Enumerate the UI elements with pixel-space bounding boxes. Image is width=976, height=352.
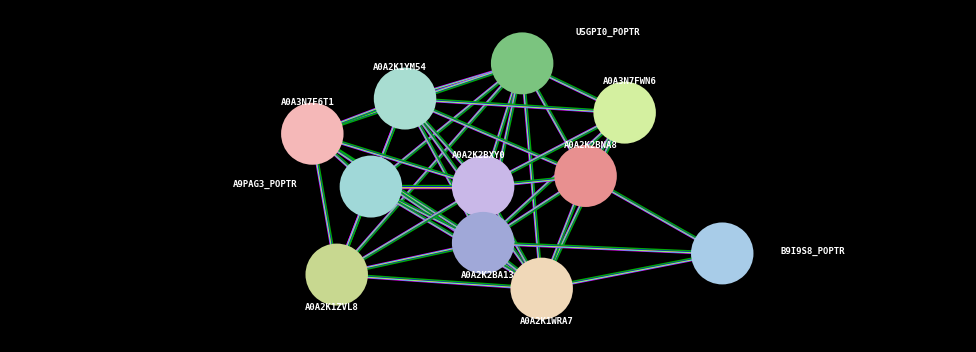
Text: A0A3N7F6T1: A0A3N7F6T1 — [280, 98, 335, 107]
Text: A0A2K1ZVL8: A0A2K1ZVL8 — [305, 303, 359, 312]
Ellipse shape — [281, 103, 344, 165]
Ellipse shape — [510, 258, 573, 320]
Text: A0A2K2BA13: A0A2K2BA13 — [461, 271, 515, 280]
Text: U5GPI0_POPTR: U5GPI0_POPTR — [576, 28, 640, 37]
Ellipse shape — [374, 68, 436, 130]
Ellipse shape — [340, 156, 402, 218]
Text: A0A2K2BXY0: A0A2K2BXY0 — [451, 151, 506, 160]
Text: B9I9S8_POPTR: B9I9S8_POPTR — [781, 247, 845, 256]
Ellipse shape — [305, 244, 368, 306]
Ellipse shape — [691, 222, 753, 284]
Ellipse shape — [554, 145, 617, 207]
Text: A0A3N7FWN6: A0A3N7FWN6 — [602, 77, 657, 86]
Text: A0A2K1YM54: A0A2K1YM54 — [373, 63, 427, 72]
Text: A0A2K2BNA8: A0A2K2BNA8 — [563, 140, 618, 150]
Text: A0A2K1WRA7: A0A2K1WRA7 — [519, 317, 574, 326]
Ellipse shape — [593, 82, 656, 144]
Ellipse shape — [491, 32, 553, 94]
Text: A9PAG3_POPTR: A9PAG3_POPTR — [233, 180, 298, 189]
Ellipse shape — [452, 156, 514, 218]
Ellipse shape — [452, 212, 514, 274]
